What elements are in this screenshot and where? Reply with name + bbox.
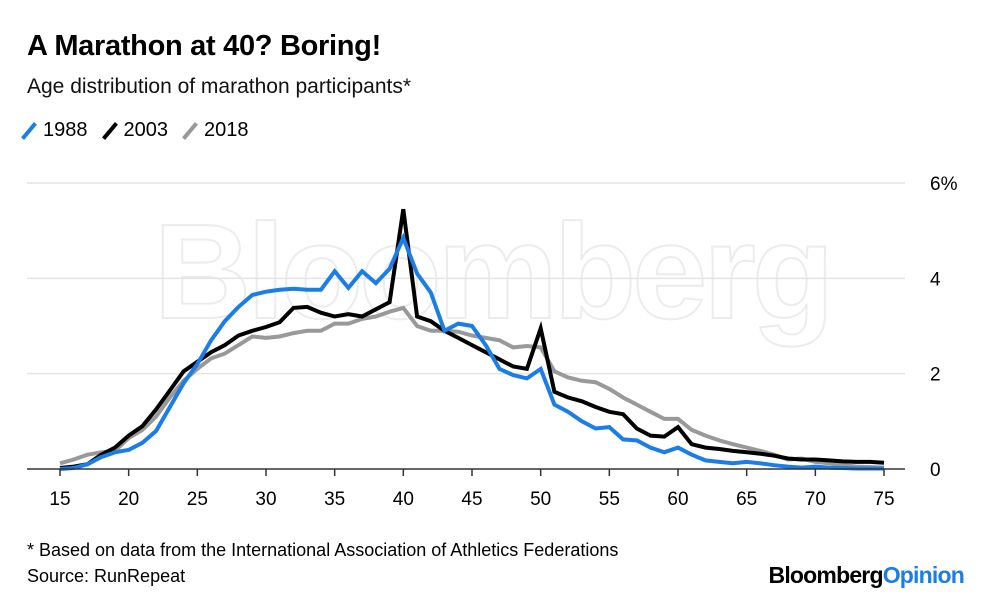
x-tick-label: 40: [393, 489, 414, 510]
x-tick-label: 25: [187, 489, 208, 510]
x-tick-label: 55: [599, 489, 620, 510]
x-tick-label: 70: [805, 489, 826, 510]
series-line-2018: [59, 305, 885, 470]
chart-subtitle: Age distribution of marathon participant…: [27, 75, 412, 98]
y-tick-label: 2: [930, 365, 941, 386]
legend-label: 2003: [123, 119, 169, 141]
series-line-1988: [59, 232, 884, 471]
legend-item-2003: 2003: [101, 119, 169, 142]
x-tick-label: 50: [530, 489, 551, 510]
x-tick-label: 35: [324, 489, 345, 510]
x-tick-label: 75: [873, 489, 894, 510]
x-tick-label: 20: [118, 489, 139, 510]
source-note: Source: RunRepeat: [27, 566, 186, 586]
logo-brand: Bloomberg: [768, 562, 884, 588]
x-tick-label: 60: [667, 489, 688, 510]
x-tick-label: 15: [49, 489, 70, 510]
x-tick-label: 30: [255, 489, 276, 510]
legend-item-1988: 1988: [21, 119, 88, 142]
legend-item-2018: 2018: [182, 119, 249, 142]
x-tick-label: 45: [461, 489, 482, 510]
legend-label: 1988: [43, 119, 88, 141]
legend-label: 2018: [204, 119, 249, 141]
y-tick-label: 6%: [930, 174, 958, 195]
legend: 1988 2003 2018: [21, 119, 249, 142]
footnote: * Based on data from the International A…: [27, 540, 619, 560]
bloomberg-opinion-logo: BloombergOpinion: [768, 562, 965, 589]
watermark: Bloomberg: [154, 196, 831, 347]
y-tick-label: 0: [930, 460, 941, 481]
chart-title: A Marathon at 40? Boring!: [27, 30, 381, 62]
y-tick-label: 4: [930, 269, 941, 290]
logo-suffix: Opinion: [882, 562, 965, 588]
x-tick-label: 65: [736, 489, 757, 510]
